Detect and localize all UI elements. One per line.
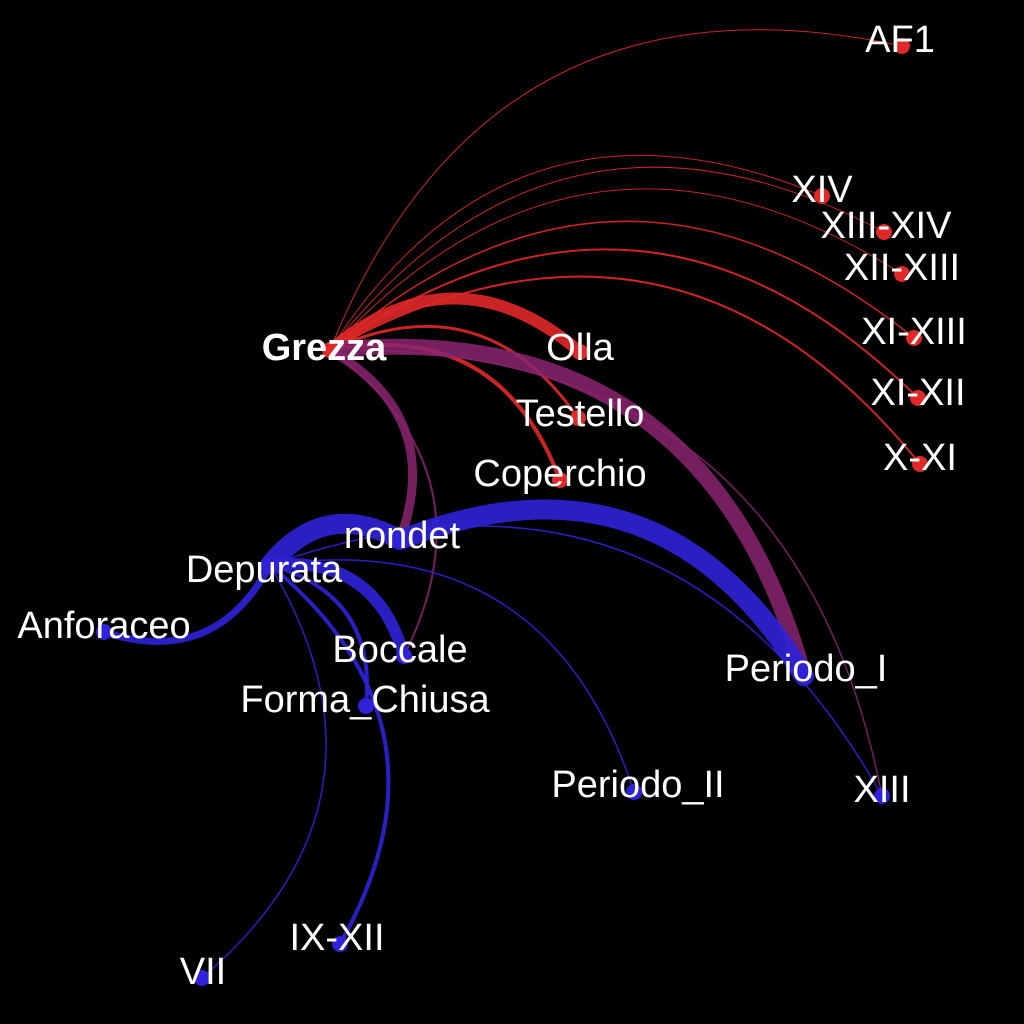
edge-depurata-boccale [264,558,410,662]
node-ix-xii[interactable] [332,936,348,952]
node-layer [96,38,928,986]
node-label-periodo-ii: Periodo_II [551,764,724,806]
edge-depurata-ix_xii [268,563,391,946]
edge-grezza-xiii_xiv [329,166,885,351]
edge-grezza-xi_xiii [329,220,915,351]
edge-depurata-nondet [260,513,410,575]
node-label-xii-xiii: XII-XIII [844,247,960,289]
node-label-vii: VII [180,951,226,993]
node-label-periodo-i: Periodo_I [725,648,888,690]
node-label-xi-xiii: XI-XIII [861,311,967,353]
node-xi-xiii[interactable] [906,330,922,346]
node-nondet[interactable] [392,532,408,548]
node-label-af1: AF1 [865,19,935,61]
node-olla[interactable] [572,344,588,360]
node-label-xi-xii: XI-XII [870,372,965,414]
edge-grezza-xii_xiii [329,188,903,351]
edge-depurata-vii [201,564,327,979]
node-label-x-xi: X-XI [883,437,957,479]
node-boccale[interactable] [396,648,412,664]
node-xiii-xiv[interactable] [876,224,892,240]
node-depurata[interactable] [262,557,278,573]
edge-depurata-anforaceo [100,561,274,645]
node-label-xiii: XIII [853,769,910,811]
node-label-coperchio: Coperchio [473,453,646,495]
edge-grezza-xiii [329,349,883,797]
node-testello[interactable] [570,410,586,426]
edge-grezza-testello [328,324,580,420]
edge-grezza-xiv [329,154,823,351]
node-xii-xiii[interactable] [894,266,910,282]
edge-grezza-af1 [329,29,903,351]
node-label-nondet: nondet [344,515,461,557]
node-label-anforaceo: Anforaceo [17,605,190,647]
edge-nondet-periodo_i [390,499,814,686]
node-anforaceo[interactable] [96,624,112,640]
node-forma-chiusa[interactable] [358,698,374,714]
edge-depurata-periodo_ii [269,559,635,793]
node-xiii[interactable] [874,788,890,804]
edge-depurata-xiii [269,525,883,797]
node-label-depurata: Depurata [186,549,343,591]
node-x-xi[interactable] [912,456,928,472]
edge-layer [100,29,921,979]
node-vii[interactable] [194,970,210,986]
node-label-forma-chiusa: Forma_Chiusa [240,679,490,721]
node-xiv[interactable] [814,188,830,204]
node-af1[interactable] [894,38,910,54]
edge-grezza-olla [324,292,586,358]
node-label-xiii-xiv: XIII-XIV [821,205,953,247]
node-label-ix-xii: IX-XII [289,917,384,959]
label-layer: Grezza Olla Testello Coperchio AF1 XIVXIII-XI… [17,19,966,993]
node-periodo-ii[interactable] [626,784,642,800]
node-periodo-i[interactable] [796,668,812,684]
node-label-xiv: XIV [791,169,853,211]
node-label-olla: Olla [546,327,614,369]
node-coperchio[interactable] [552,472,568,488]
edge-grezza-nondet [325,345,417,545]
node-xi-xii[interactable] [910,390,926,406]
node-label-grezza: Grezza [262,327,387,369]
edge-grezza-boccale [329,349,438,657]
node-grezza[interactable] [322,342,338,358]
node-label-boccale: Boccale [332,629,467,671]
node-label-testello: Testello [516,393,645,435]
